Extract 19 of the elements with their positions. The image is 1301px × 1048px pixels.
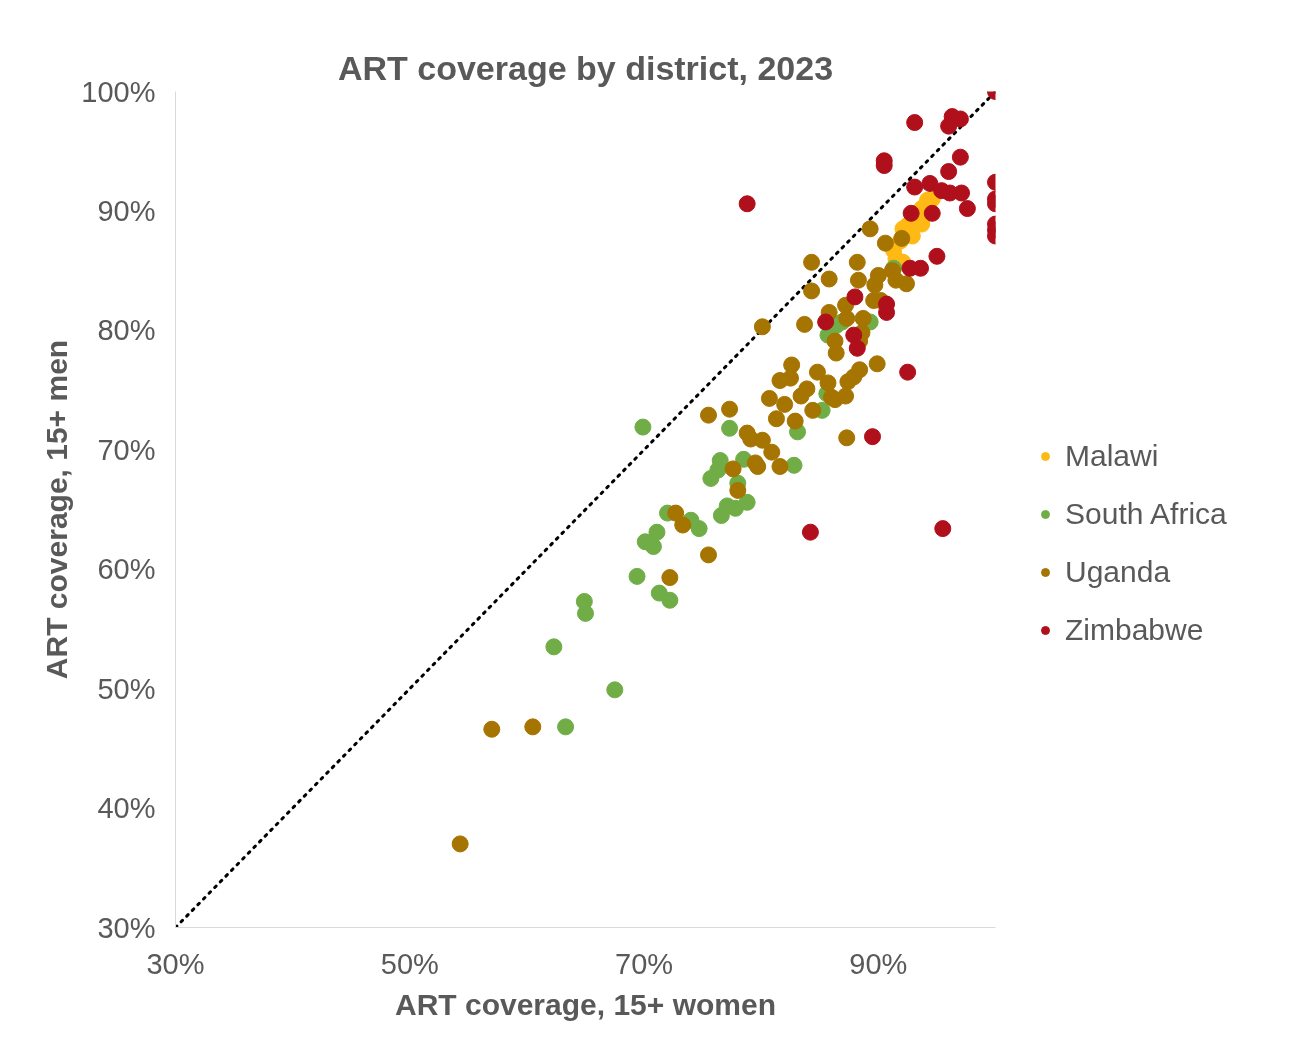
y-tick-label: 60% [97, 553, 156, 586]
x-axis-title: ART coverage, 15+ women [395, 987, 776, 1021]
y-tick-label: 30% [97, 911, 156, 944]
y-tick-label: 40% [97, 792, 156, 825]
legend-label: South Africa [1065, 497, 1227, 531]
legend-label: Zimbabwe [1065, 613, 1204, 647]
y-tick-label: 70% [97, 433, 156, 466]
y-axis-title: ART coverage, 15+ men [40, 339, 74, 680]
x-tick-label: 50% [380, 947, 439, 980]
legend-label: Uganda [1065, 555, 1171, 589]
x-tick-label: 70% [615, 947, 674, 980]
y-tick-label: 80% [97, 314, 156, 347]
x-tick-label: 90% [849, 947, 908, 980]
y-tick-label: 50% [97, 672, 156, 705]
y-tick-label: 90% [97, 194, 156, 227]
y-tick-label: 100% [81, 75, 156, 108]
chart-title: ART coverage by district, 2023 [337, 48, 834, 87]
legend-label: Malawi [1065, 439, 1159, 473]
x-tick-label: 30% [146, 947, 205, 980]
